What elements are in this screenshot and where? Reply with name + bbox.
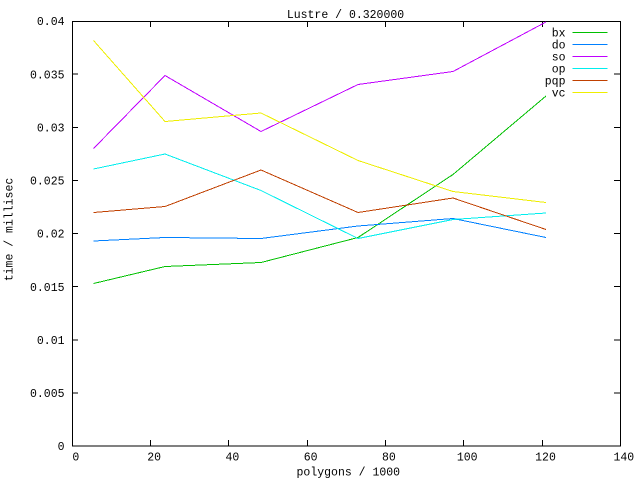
svg-text:Lustre / 0.320000: Lustre / 0.320000: [287, 9, 404, 22]
svg-text:0.03: 0.03: [37, 123, 65, 136]
svg-text:do: do: [552, 40, 566, 53]
svg-text:pqp: pqp: [545, 76, 566, 89]
svg-text:polygons / 1000: polygons / 1000: [297, 467, 401, 480]
svg-text:0.04: 0.04: [37, 16, 65, 29]
svg-text:0.005: 0.005: [30, 388, 65, 401]
svg-text:0.035: 0.035: [30, 69, 65, 82]
svg-text:40: 40: [225, 452, 239, 465]
svg-text:0: 0: [58, 441, 65, 454]
svg-text:so: so: [552, 52, 566, 65]
svg-text:bx: bx: [552, 28, 566, 41]
svg-text:20: 20: [147, 452, 161, 465]
svg-text:120: 120: [535, 452, 556, 465]
svg-text:0.02: 0.02: [37, 229, 65, 242]
svg-text:0.025: 0.025: [30, 176, 65, 189]
svg-text:vc: vc: [552, 88, 566, 101]
svg-text:0: 0: [72, 452, 79, 465]
svg-text:80: 80: [382, 452, 396, 465]
svg-text:op: op: [552, 64, 566, 77]
svg-text:0.015: 0.015: [30, 282, 65, 295]
svg-text:140: 140: [613, 452, 634, 465]
svg-text:100: 100: [457, 452, 478, 465]
svg-text:60: 60: [304, 452, 318, 465]
svg-text:0.01: 0.01: [37, 335, 65, 348]
svg-text:time / millisec: time / millisec: [4, 178, 17, 282]
